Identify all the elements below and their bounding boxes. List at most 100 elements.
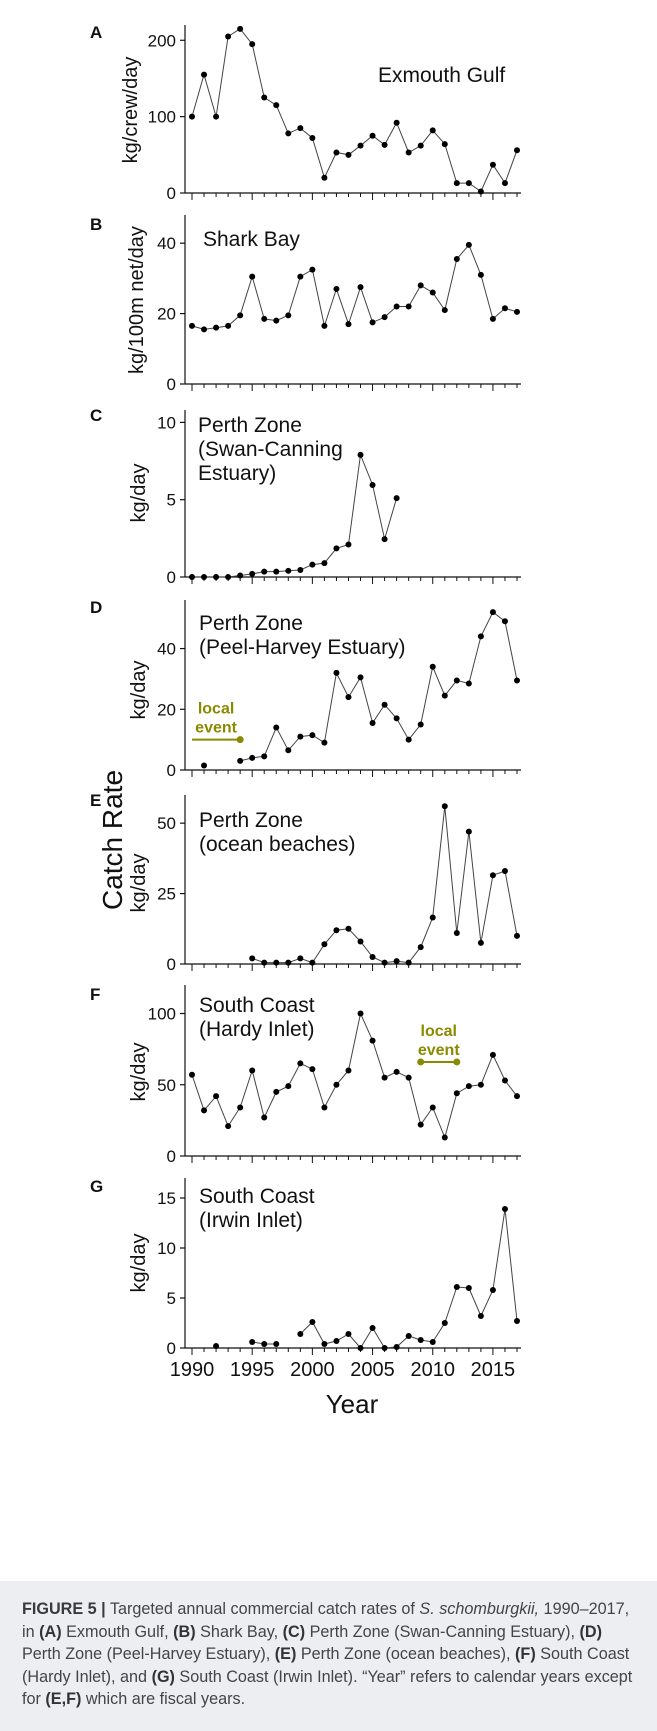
data-point xyxy=(225,574,232,580)
y-tick-label: 50 xyxy=(157,814,176,833)
local-event-label: local xyxy=(198,701,234,718)
data-point xyxy=(249,1067,256,1074)
data-point xyxy=(237,572,244,579)
caption-panel-ref: (E,F) xyxy=(45,1690,82,1708)
data-point xyxy=(249,1339,256,1345)
panel-title: Shark Bay xyxy=(203,228,300,251)
data-point xyxy=(297,1331,304,1337)
data-point xyxy=(261,753,268,760)
data-point xyxy=(441,803,448,810)
data-point xyxy=(213,113,220,120)
data-point xyxy=(261,959,268,966)
data-point xyxy=(393,303,400,310)
panel-title: Perth Zone xyxy=(198,414,302,437)
data-point xyxy=(429,1104,436,1111)
y-axis-label: kg/crew/day xyxy=(120,57,142,164)
data-point xyxy=(309,135,316,142)
y-tick-label: 0 xyxy=(167,955,176,974)
panel-e: E 0 25 50 kg/day Perth Zone(ocean beaches) xyxy=(90,791,521,974)
x-tick-label: 1990 xyxy=(170,1359,215,1381)
data-point xyxy=(477,1313,484,1319)
y-tick-label: 0 xyxy=(167,1339,176,1358)
data-point xyxy=(429,663,436,670)
data-point xyxy=(477,188,484,195)
data-point xyxy=(261,1114,268,1121)
data-point xyxy=(514,1318,520,1324)
data-point xyxy=(441,141,448,148)
data-point xyxy=(333,927,340,934)
x-tick-label: 2000 xyxy=(290,1359,335,1381)
data-point xyxy=(501,1077,508,1084)
panel-title: South Coast xyxy=(199,1185,315,1208)
data-point xyxy=(369,1325,376,1331)
x-tick-label: 2005 xyxy=(350,1359,395,1381)
caption-panel-ref: (B) xyxy=(173,1622,196,1641)
data-point xyxy=(213,1093,220,1100)
panel-title: South Coast xyxy=(199,994,315,1017)
data-point xyxy=(405,303,412,310)
y-tick-label: 10 xyxy=(157,1239,176,1258)
data-point xyxy=(465,1285,472,1291)
data-point xyxy=(225,322,232,329)
caption-figure-label: FIGURE 5 | xyxy=(22,1600,106,1618)
series-line xyxy=(191,28,518,193)
data-point xyxy=(514,677,520,684)
data-point xyxy=(345,925,352,932)
panel-letter: E xyxy=(90,791,101,810)
data-point xyxy=(273,317,280,324)
data-point xyxy=(285,130,292,137)
data-point xyxy=(441,1320,448,1326)
data-point xyxy=(261,568,268,575)
data-point xyxy=(273,102,280,109)
data-point xyxy=(393,495,400,502)
panel-letter: G xyxy=(90,1177,103,1196)
series-line xyxy=(191,243,518,330)
data-point xyxy=(489,1051,496,1058)
series-line xyxy=(239,611,518,762)
data-point xyxy=(393,958,400,965)
data-point xyxy=(297,567,304,574)
panel-title: (Hardy Inlet) xyxy=(199,1018,315,1041)
data-point xyxy=(501,618,508,625)
series-line xyxy=(191,1011,518,1140)
panel-d: D 0 20 40 kg/day Perth Zone(Peel-Harvey Estua… xyxy=(90,598,521,780)
caption-text: Perth Zone (Peel-Harvey Estuary), xyxy=(22,1645,275,1663)
data-point xyxy=(417,721,424,728)
data-point xyxy=(465,1083,472,1090)
data-point xyxy=(297,733,304,740)
y-tick-label: 0 xyxy=(167,568,176,587)
data-point xyxy=(514,308,520,315)
data-point xyxy=(321,739,328,746)
caption-panel-ref: (C) xyxy=(282,1622,306,1641)
local-event-label: event xyxy=(418,1042,460,1059)
data-point xyxy=(501,305,508,312)
data-point xyxy=(501,868,508,875)
data-point xyxy=(297,955,304,962)
data-point xyxy=(201,1107,208,1114)
local-event-end-marker xyxy=(453,1058,461,1066)
data-point xyxy=(201,71,208,78)
y-tick-label: 10 xyxy=(157,413,176,432)
y-tick-label: 20 xyxy=(157,305,176,324)
y-tick-label: 5 xyxy=(167,491,176,510)
data-point xyxy=(345,541,352,548)
data-point xyxy=(321,560,328,567)
data-point xyxy=(381,314,388,321)
y-tick-label: 0 xyxy=(167,184,176,203)
data-point xyxy=(465,241,472,248)
data-point xyxy=(453,1090,460,1097)
y-axis-label: kg/day xyxy=(128,1043,150,1102)
data-point xyxy=(489,161,496,168)
caption-panel-ref: (D) xyxy=(579,1622,602,1641)
data-point xyxy=(345,694,352,701)
caption-species: S. schomburgkii, xyxy=(419,1600,540,1618)
data-point xyxy=(369,1037,376,1044)
data-point xyxy=(261,94,268,101)
data-point xyxy=(321,941,328,948)
y-tick-label: 40 xyxy=(157,640,176,659)
data-point xyxy=(333,149,340,156)
y-tick-label: 40 xyxy=(157,234,176,253)
data-point xyxy=(501,180,508,187)
local-event-start-marker xyxy=(417,1058,425,1066)
